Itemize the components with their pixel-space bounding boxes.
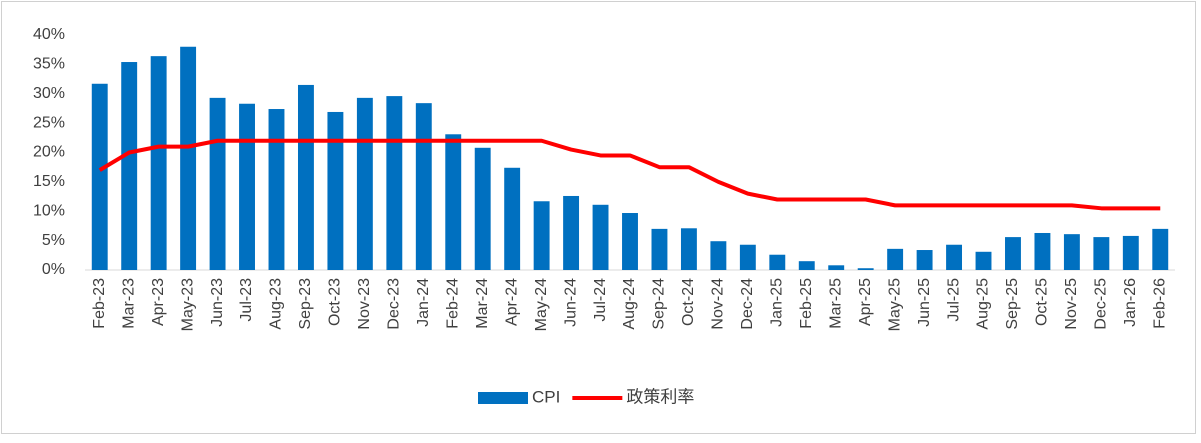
x-tick-label: Jan-25 <box>769 278 786 327</box>
x-tick-label: May-24 <box>533 278 550 331</box>
legend-swatch <box>478 392 528 404</box>
x-tick-label: Nov-25 <box>1063 278 1080 330</box>
x-tick-label: May-25 <box>886 278 903 331</box>
bar <box>239 103 255 270</box>
bar <box>622 213 638 270</box>
bar <box>121 62 138 271</box>
x-tick-label: Jul-23 <box>238 278 255 322</box>
bar <box>1122 235 1139 270</box>
bar <box>533 201 550 270</box>
bar <box>356 97 373 270</box>
x-tick-label: Oct-25 <box>1034 278 1051 326</box>
x-tick-label: Oct-24 <box>680 278 697 326</box>
bar <box>415 103 432 271</box>
bar <box>710 241 727 270</box>
bar <box>975 251 992 270</box>
x-tick-label: Feb-25 <box>798 278 815 329</box>
x-tick-label: Nov-23 <box>356 278 373 330</box>
bar <box>1152 228 1169 270</box>
x-tick-label: Jan-24 <box>415 278 432 327</box>
y-tick-label: 35% <box>33 56 65 73</box>
bar <box>857 268 874 270</box>
x-tick-label: Jun-25 <box>916 278 933 327</box>
bar <box>150 56 167 271</box>
x-tick-label: Mar-23 <box>120 278 137 329</box>
x-tick-label: Dec-23 <box>386 278 403 330</box>
x-tick-label: Feb-24 <box>444 278 461 329</box>
bar <box>651 228 668 270</box>
legend-label: CPI <box>532 387 560 406</box>
x-tick-label: Nov-24 <box>710 278 727 330</box>
x-tick-label: Apr-24 <box>503 278 520 326</box>
bar <box>1005 237 1021 270</box>
x-tick-label: Sep-23 <box>297 278 314 330</box>
y-tick-label: 40% <box>33 26 65 43</box>
y-tick-label: 0% <box>42 261 65 278</box>
bar <box>386 96 403 270</box>
bar <box>474 147 491 270</box>
bar <box>563 195 580 270</box>
x-tick-label: Dec-24 <box>739 278 756 330</box>
y-tick-label: 5% <box>42 232 65 249</box>
x-tick-label: Dec-25 <box>1093 278 1110 330</box>
x-tick-label: Feb-23 <box>91 278 108 329</box>
legend-label: 政策利率 <box>626 387 694 406</box>
x-tick-label: Mar-24 <box>474 278 491 329</box>
bar <box>887 248 904 270</box>
x-tick-label: Mar-25 <box>827 278 844 329</box>
x-tick-label: Jun-24 <box>562 278 579 327</box>
x-tick-label: May-23 <box>179 278 196 331</box>
x-tick-label: Aug-25 <box>975 278 992 330</box>
bar <box>268 109 285 271</box>
x-tick-label: Apr-25 <box>857 278 874 326</box>
x-tick-label: Feb-26 <box>1151 278 1168 329</box>
y-tick-label: 15% <box>33 173 65 190</box>
x-tick-label: Jul-24 <box>592 278 609 322</box>
bar <box>1093 237 1110 270</box>
bar <box>916 250 933 270</box>
bar <box>209 97 226 270</box>
bar <box>180 46 197 270</box>
bar <box>1034 232 1051 270</box>
x-tick-label: Sep-25 <box>1004 278 1021 330</box>
x-tick-label: Aug-23 <box>268 278 285 330</box>
bar <box>739 244 756 270</box>
y-tick-label: 10% <box>33 202 65 219</box>
x-tick-label: Apr-23 <box>150 278 167 326</box>
bar <box>946 244 963 270</box>
x-tick-label: Aug-24 <box>621 278 638 330</box>
y-tick-label: 20% <box>33 144 65 161</box>
x-tick-label: Sep-24 <box>651 278 668 330</box>
bar <box>297 84 314 270</box>
bar <box>828 265 845 270</box>
y-tick-label: 25% <box>33 114 65 131</box>
bar <box>769 254 786 270</box>
y-tick-label: 30% <box>33 85 65 102</box>
bar <box>445 134 462 270</box>
bar <box>504 167 521 270</box>
x-tick-label: Jan-26 <box>1122 278 1139 327</box>
bar <box>91 83 108 270</box>
bar <box>592 204 609 270</box>
bar <box>1063 234 1080 270</box>
bar <box>798 261 815 270</box>
x-tick-label: Oct-23 <box>327 278 344 326</box>
x-tick-label: Jul-25 <box>945 278 962 322</box>
bar <box>680 228 697 270</box>
line <box>98 138 1161 211</box>
bar <box>327 111 344 271</box>
x-tick-label: Jun-23 <box>209 278 226 327</box>
